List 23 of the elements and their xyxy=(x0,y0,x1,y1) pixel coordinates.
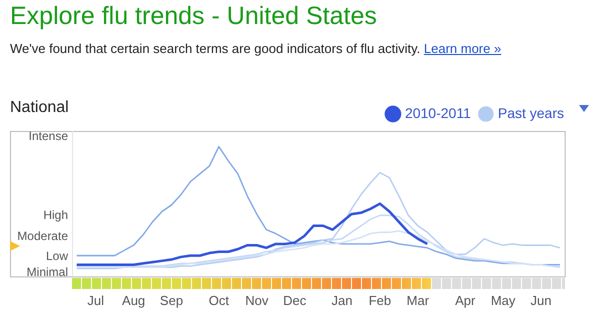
legend-label: 2010-2011 xyxy=(404,104,472,121)
text: Minimal xyxy=(26,265,68,280)
x-tick-label: Mar xyxy=(406,292,430,308)
chart-subtitle: We've found that certain search terms are good indicators of flu activity. xyxy=(10,41,420,56)
x-tick-label: Jul xyxy=(87,292,104,308)
text: National xyxy=(10,99,69,117)
chart-title: Explore flu trends - United States xyxy=(10,2,377,31)
x-tick-label: Sep xyxy=(160,292,184,308)
x-tick-label: May xyxy=(490,292,516,308)
text: High xyxy=(43,208,68,222)
legend-label: Past years xyxy=(498,104,564,121)
text: Moderate xyxy=(17,228,68,243)
text: Intense xyxy=(28,129,68,144)
x-tick-label: Oct xyxy=(208,292,230,308)
x-tick-label: Aug xyxy=(122,292,146,308)
text: Learn more » xyxy=(424,41,502,56)
x-tick-label: Nov xyxy=(245,292,269,308)
x-tick-label: Jan xyxy=(332,292,353,308)
text: Low xyxy=(46,249,68,264)
x-tick-label: Jun xyxy=(530,292,552,308)
x-tick-label: Dec xyxy=(283,292,307,308)
x-tick-label: Apr xyxy=(455,292,476,308)
x-tick-label: Feb xyxy=(368,292,392,308)
